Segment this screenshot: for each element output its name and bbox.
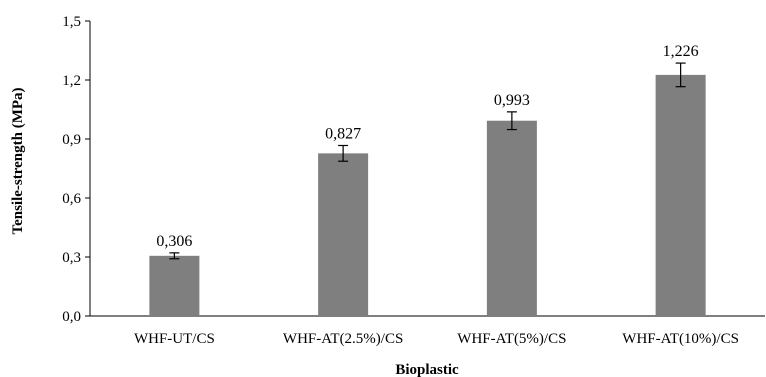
data-label: 0,993 (494, 92, 530, 109)
data-label: 0,306 (156, 233, 192, 250)
x-tick-label: WHF-AT(2.5%)/CS (283, 331, 403, 347)
bar (655, 74, 706, 317)
y-tick-label: 1,5 (62, 14, 81, 30)
data-label: 0,827 (325, 125, 361, 142)
bar (486, 120, 537, 317)
bar (149, 255, 200, 316)
y-tick-label: 0,0 (62, 309, 81, 325)
y-axis-ticks: 0,0 0,3 0,6 0,9 1,2 1,5 (62, 14, 90, 325)
y-tick-label: 0,6 (62, 191, 81, 207)
y-tick-label: 0,9 (62, 132, 81, 148)
x-tick-label: WHF-AT(5%)/CS (457, 331, 566, 347)
data-label: 1,226 (663, 43, 699, 60)
x-tick-label: WHF-UT/CS (134, 331, 215, 347)
y-tick-label: 1,2 (62, 73, 81, 89)
x-axis-title: Bioplastic (395, 362, 459, 377)
x-tick-label: WHF-AT(10%)/CS (622, 331, 739, 347)
y-tick-label: 0,3 (62, 250, 81, 266)
y-axis-title: Tensile-strength (MPa) (10, 87, 26, 234)
bar (318, 153, 369, 316)
bars-group: 0,306 WHF-UT/CS 0,827 WHF-AT(2.5%)/CS 0,993 W… (134, 43, 739, 347)
